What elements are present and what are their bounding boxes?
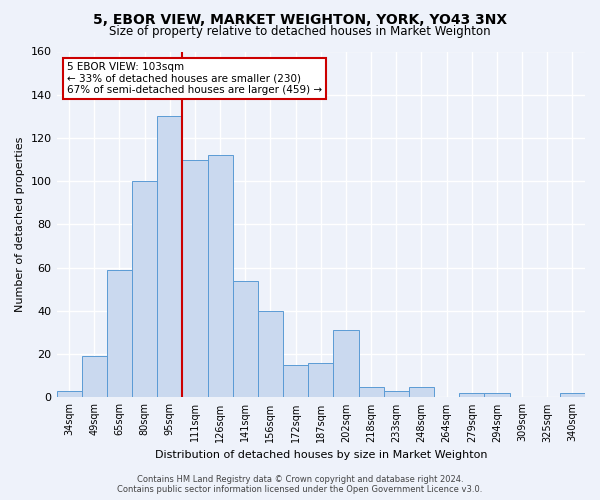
Bar xyxy=(560,393,585,398)
Bar xyxy=(409,386,434,398)
Text: Size of property relative to detached houses in Market Weighton: Size of property relative to detached ho… xyxy=(109,25,491,38)
Bar xyxy=(308,363,334,398)
Bar xyxy=(334,330,359,398)
Bar xyxy=(283,365,308,398)
Bar xyxy=(208,156,233,398)
Bar xyxy=(459,393,484,398)
Bar xyxy=(56,391,82,398)
Bar xyxy=(359,386,383,398)
Bar xyxy=(107,270,132,398)
Y-axis label: Number of detached properties: Number of detached properties xyxy=(15,137,25,312)
Text: 5, EBOR VIEW, MARKET WEIGHTON, YORK, YO43 3NX: 5, EBOR VIEW, MARKET WEIGHTON, YORK, YO4… xyxy=(93,12,507,26)
Text: 5 EBOR VIEW: 103sqm
← 33% of detached houses are smaller (230)
67% of semi-detac: 5 EBOR VIEW: 103sqm ← 33% of detached ho… xyxy=(67,62,322,95)
Bar xyxy=(258,311,283,398)
Bar xyxy=(383,391,409,398)
Text: Contains HM Land Registry data © Crown copyright and database right 2024.
Contai: Contains HM Land Registry data © Crown c… xyxy=(118,474,482,494)
Bar xyxy=(157,116,182,398)
Bar xyxy=(132,181,157,398)
Bar xyxy=(484,393,509,398)
X-axis label: Distribution of detached houses by size in Market Weighton: Distribution of detached houses by size … xyxy=(155,450,487,460)
Bar xyxy=(233,280,258,398)
Bar xyxy=(182,160,208,398)
Bar xyxy=(82,356,107,398)
